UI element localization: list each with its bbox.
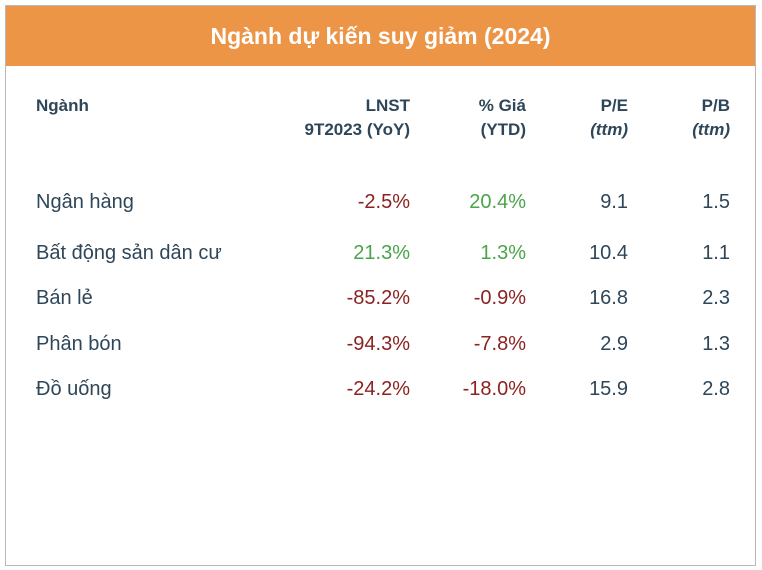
header-pe-line1: P/E: [600, 96, 628, 115]
header-sector: Ngành: [36, 96, 89, 115]
row-3-profit: -85.2%: [346, 287, 410, 309]
header-price-line2: (YTD): [480, 120, 526, 139]
header-profit-line1: LNST: [365, 96, 410, 115]
row-4-profit: -94.3%: [346, 333, 410, 355]
header-price-line1: % Giá: [478, 96, 526, 115]
row-1-price: 20.4%: [469, 191, 526, 213]
header-pe-line2: (ttm): [590, 120, 628, 139]
sector-table-card: Ngành dự kiến suy giảm (2024) Ngành LNST…: [5, 5, 756, 566]
row-1-sector: Ngân hàng: [36, 191, 134, 213]
header-profit-line2: 9T2023 (YoY): [304, 120, 410, 139]
row-2-profit: 21.3%: [353, 242, 410, 264]
table-title: Ngành dự kiến suy giảm (2024): [6, 6, 755, 66]
row-3-price: -0.9%: [473, 287, 526, 309]
row-2-price: 1.3%: [480, 242, 526, 264]
row-2-sector: Bất động sản dân cư: [36, 242, 222, 264]
row-2-pe: 10.4: [589, 242, 628, 264]
row-4-price: -7.8%: [473, 333, 526, 355]
header-profit: LNST 9T2023 (YoY): [246, 94, 410, 142]
row-3-pb: 2.3: [702, 287, 730, 309]
row-5-sector: Đồ uống: [36, 378, 112, 400]
row-3-sector: Bán lẻ: [36, 287, 93, 309]
row-5-price: -18.0%: [462, 378, 526, 400]
row-5-profit: -24.2%: [346, 378, 410, 400]
header-pb: P/B (ttm): [646, 94, 730, 142]
row-4-pe: 2.9: [600, 333, 628, 355]
row-3-pe: 16.8: [589, 287, 628, 309]
header-pb-line2: (ttm): [692, 120, 730, 139]
header-pb-line1: P/B: [701, 96, 730, 115]
row-5-pe: 15.9: [589, 378, 628, 400]
row-1-pb: 1.5: [702, 191, 730, 213]
row-1-pe: 9.1: [600, 191, 628, 213]
row-4-pb: 1.3: [702, 333, 730, 355]
row-1-profit: -2.5%: [357, 191, 410, 213]
row-4-sector: Phân bón: [36, 333, 122, 355]
header-pe: P/E (ttm): [546, 94, 628, 142]
row-5-pb: 2.8: [702, 378, 730, 400]
header-price: % Giá (YTD): [426, 94, 526, 142]
row-2-pb: 1.1: [702, 242, 730, 264]
